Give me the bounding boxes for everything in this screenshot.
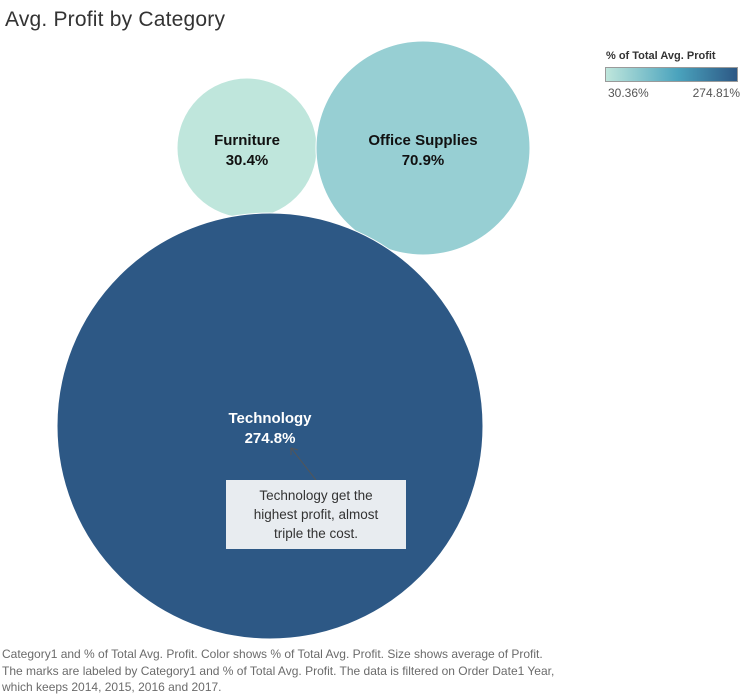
bubble-value-furniture: 30.4% [226, 152, 269, 169]
annotation-arrowhead [290, 447, 299, 455]
legend-title: % of Total Avg. Profit [606, 50, 716, 62]
legend-min-label: 30.36% [608, 86, 649, 100]
bubble-label-furniture: Furniture [214, 132, 280, 149]
chart-title: Avg. Profit by Category [5, 8, 226, 31]
bubble-office-supplies[interactable] [315, 40, 531, 256]
chart-caption: Category1 and % of Total Avg. Profit. Co… [2, 646, 742, 696]
bubble-value-office-supplies: 70.9% [402, 152, 445, 169]
annotation-pointer [290, 447, 317, 481]
caption-line-2: The marks are labeled by Category1 and %… [2, 663, 555, 678]
caption-line-3: which keeps 2014, 2015, 2016 and 2017. [2, 680, 222, 694]
bubble-label-office-supplies: Office Supplies [368, 132, 477, 149]
legend-gradient-bar [605, 67, 738, 82]
bubble-label-technology: Technology [228, 410, 312, 427]
color-legend: % of Total Avg. Profit 30.36% 274.81% [605, 50, 740, 100]
annotation-box: Technology get the highest profit, almos… [226, 480, 406, 549]
bubble-value-technology: 274.8% [245, 430, 296, 447]
legend-max-label: 274.81% [692, 86, 740, 100]
caption-line-1: Category1 and % of Total Avg. Profit. Co… [2, 647, 543, 661]
